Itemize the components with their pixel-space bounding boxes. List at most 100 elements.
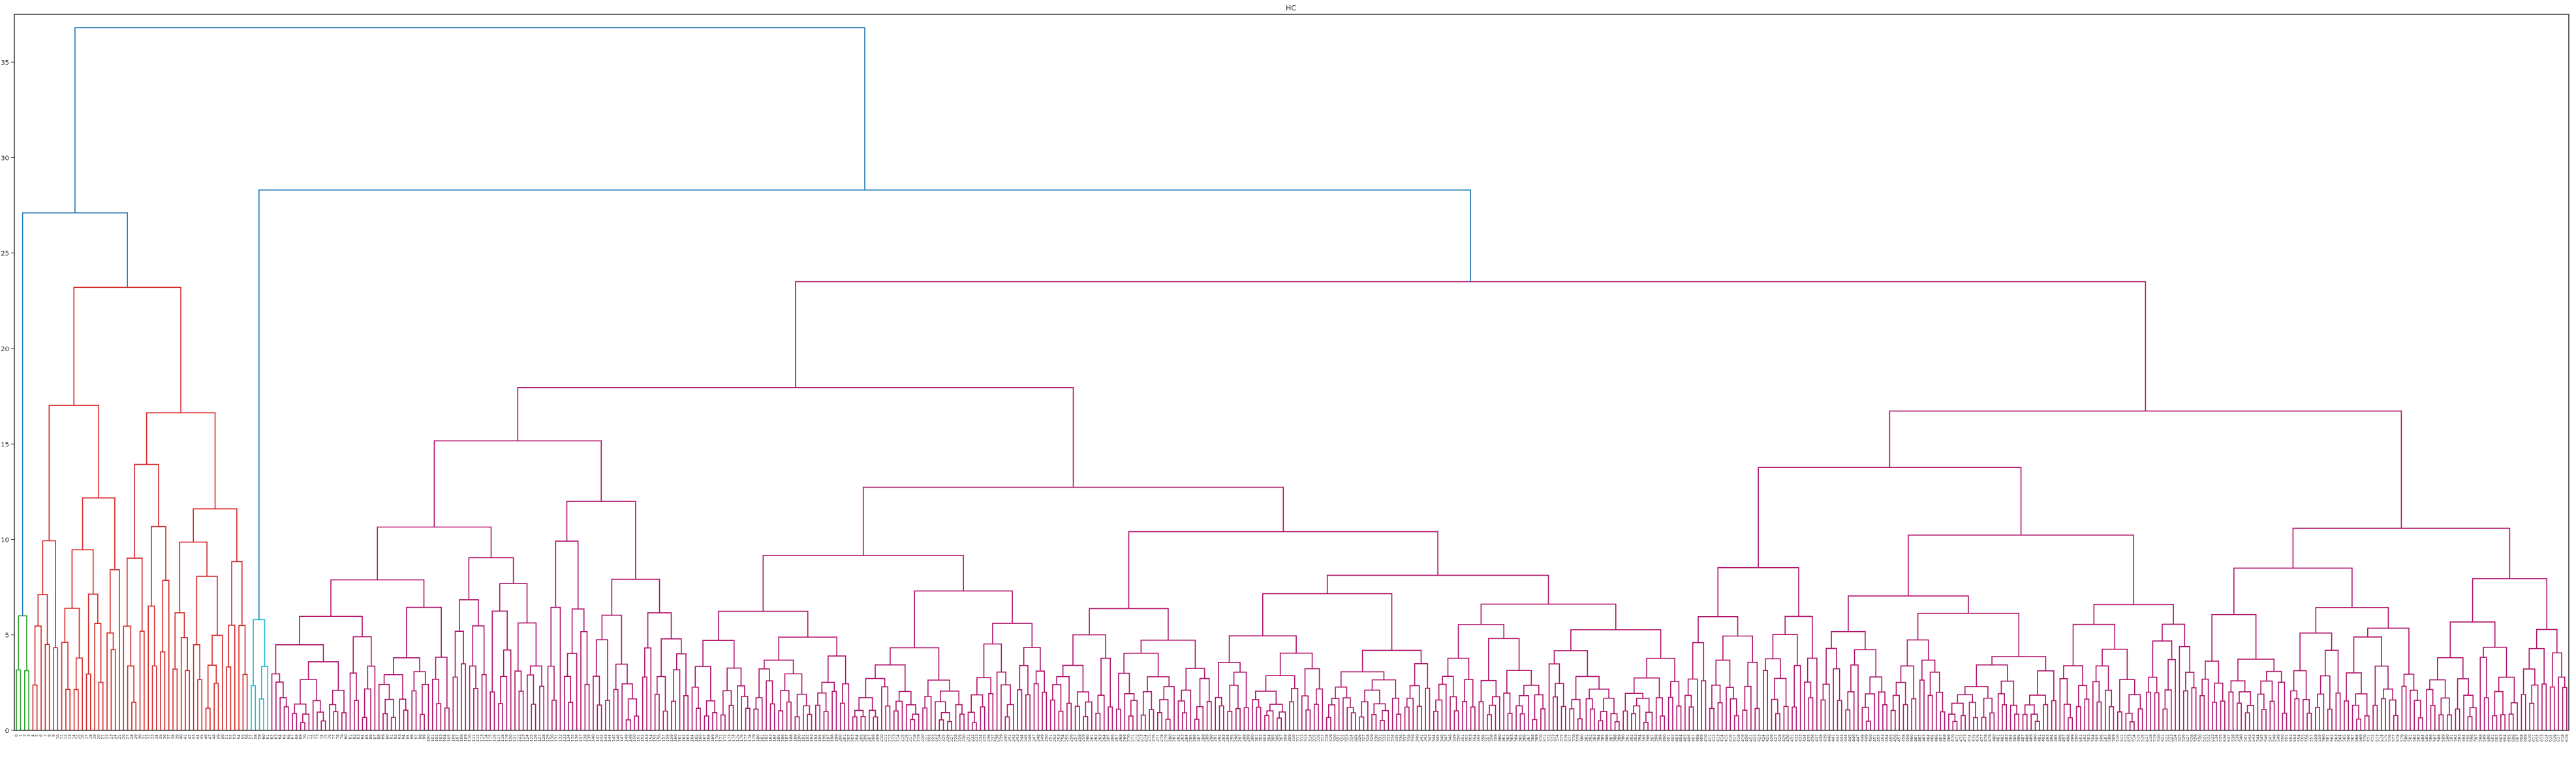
dendrogram-link	[1765, 658, 1781, 679]
dendrogram-link	[1049, 699, 1055, 730]
dendrogram-link	[1017, 689, 1023, 730]
leaf-label: 94	[402, 734, 407, 740]
leaf-label: 462	[1918, 734, 1923, 742]
leaf-label: 509	[2111, 734, 2116, 742]
leaf-label: 326	[1358, 734, 1362, 742]
leaf-label: 158	[666, 734, 670, 742]
leaf-label: 605	[2507, 734, 2511, 742]
dendrogram-link	[1763, 670, 1768, 730]
leaf-label: 85	[365, 734, 369, 740]
dendrogram-link	[196, 576, 218, 645]
leaf-label: 511	[2120, 734, 2124, 742]
leaf-label: 519	[2153, 734, 2158, 742]
dendrogram-link	[2164, 689, 2172, 730]
leaf-label: 588	[2437, 734, 2442, 742]
leaf-label: 480	[1992, 734, 1996, 742]
y-tick-label: 10	[1, 537, 9, 544]
leaf-label: 29	[134, 734, 138, 740]
leaf-label: 9	[52, 734, 56, 737]
leaf-label: 187	[785, 734, 790, 742]
leaf-label: 589	[2441, 734, 2445, 742]
leaf-label: 24	[114, 734, 118, 740]
leaf-label: 497	[2062, 734, 2067, 742]
leaf-label: 170	[715, 734, 719, 742]
dendrogram-link	[2077, 685, 2088, 707]
dendrogram-link	[1902, 704, 1908, 730]
leaf-label: 392	[1630, 734, 1634, 742]
leaf-label: 400	[1662, 734, 1667, 742]
leaf-label: 595	[2466, 734, 2470, 742]
leaf-label: 32	[146, 734, 151, 740]
leaf-label: 562	[2330, 734, 2335, 742]
dendrogram-link	[1692, 642, 1705, 681]
dendrogram-link	[1570, 629, 1662, 659]
leaf-label: 594	[2462, 734, 2466, 742]
dendrogram-link	[1936, 691, 1944, 730]
leaf-label: 127	[538, 734, 542, 742]
leaf-label: 546	[2264, 734, 2269, 742]
dendrogram-link	[2068, 717, 2073, 730]
leaf-label: 104	[443, 734, 448, 742]
leaf-label: 101	[431, 734, 435, 742]
leaf-label: 115	[488, 734, 493, 742]
dendrogram-link	[367, 665, 376, 730]
dendrogram-link	[139, 631, 145, 730]
dendrogram-link	[399, 698, 407, 730]
leaf-label: 160	[674, 734, 678, 742]
leaf-label: 330	[1374, 734, 1378, 742]
dendrogram-link	[2030, 713, 2038, 730]
leaf-label: 391	[1626, 734, 1630, 742]
leaf-label: 465	[1931, 734, 1935, 742]
leaf-label: 98	[418, 734, 423, 740]
dendrogram-link	[469, 665, 476, 730]
dendrogram-link	[2137, 708, 2143, 730]
leaf-label: 237	[991, 734, 995, 742]
leaf-label: 376	[1564, 734, 1568, 742]
leaf-label: 408	[1696, 734, 1700, 742]
dendrogram-link	[2260, 680, 2273, 702]
dendrogram-link	[1163, 686, 1175, 730]
dendrogram-link	[566, 653, 578, 730]
dendrogram-link	[940, 712, 950, 722]
leaf-label: 475	[1972, 734, 1976, 742]
leaf-label: 445	[1848, 734, 1852, 742]
leaf-label: 360	[1498, 734, 1502, 742]
leaf-label: 75	[324, 734, 328, 740]
leaf-label: 361	[1502, 734, 1506, 742]
leaf-label: 274	[1143, 734, 1148, 742]
leaf-label: 293	[1222, 734, 1226, 742]
dendrogram-link	[1560, 706, 1566, 730]
leaf-label: 573	[2375, 734, 2380, 742]
leaf-label: 321	[1337, 734, 1342, 742]
leaf-label: 356	[1482, 734, 1486, 742]
leaf-label: 190	[798, 734, 802, 742]
dendrogram-link	[22, 212, 128, 616]
dendrogram-link	[654, 693, 660, 730]
leaf-label: 559	[2318, 734, 2322, 742]
leaf-label: 183	[768, 734, 773, 742]
leaf-label: 280	[1168, 734, 1173, 742]
leaf-label: 481	[1996, 734, 2001, 742]
leaf-label: 163	[686, 734, 691, 742]
leaf-label: 410	[1703, 734, 1708, 742]
leaf-label: 447	[1856, 734, 1861, 742]
leaf-label: 113	[480, 734, 485, 742]
dendrogram-link	[980, 706, 985, 730]
leaf-label: 174	[732, 734, 736, 742]
leaf-label: 212	[888, 734, 892, 742]
leaf-label: 221	[925, 734, 929, 742]
leaf-label: 284	[1185, 734, 1189, 742]
leaf-label: 576	[2387, 734, 2392, 742]
leaf-label: 553	[2293, 734, 2297, 742]
leaf-label: 368	[1530, 734, 1535, 742]
leaf-label: 79	[340, 734, 345, 740]
dendrogram-tree	[16, 27, 2568, 730]
leaf-label: 384	[1596, 734, 1601, 742]
leaf-label: 599	[2483, 734, 2487, 742]
y-tick-label: 20	[1, 346, 9, 353]
leaf-label: 596	[2470, 734, 2475, 742]
leaf-label: 282	[1176, 734, 1181, 742]
leaf-label: 144	[608, 734, 612, 742]
leaf-label: 240	[1003, 734, 1008, 742]
dendrogram-link	[1952, 721, 1958, 730]
